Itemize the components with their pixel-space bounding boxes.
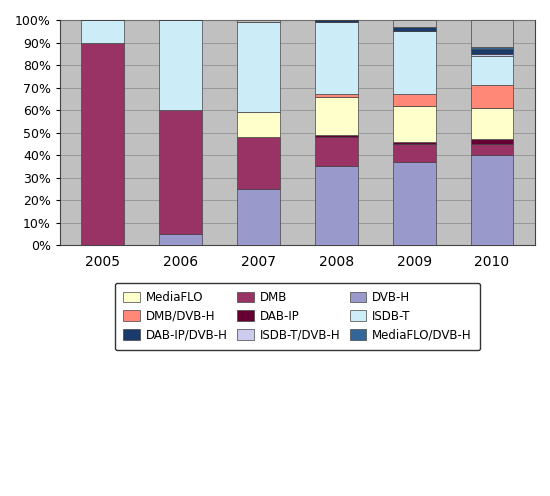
- Bar: [471, 108, 513, 139]
- Bar: [393, 20, 436, 27]
- Bar: [315, 94, 358, 97]
- Bar: [471, 20, 513, 47]
- Bar: [393, 31, 436, 94]
- Bar: [393, 162, 436, 245]
- Bar: [315, 135, 358, 137]
- Bar: [471, 144, 513, 155]
- Bar: [160, 234, 202, 245]
- Bar: [315, 97, 358, 135]
- Bar: [471, 49, 513, 54]
- Bar: [160, 20, 202, 110]
- Legend: MediaFLO, DMB/DVB-H, DAB-IP/DVB-H, DMB, DAB-IP, ISDB-T/DVB-H, DVB-H, ISDB-T, Med: MediaFLO, DMB/DVB-H, DAB-IP/DVB-H, DMB, …: [115, 283, 480, 350]
- Bar: [471, 56, 513, 85]
- Bar: [471, 155, 513, 245]
- Bar: [471, 139, 513, 144]
- Bar: [471, 54, 513, 56]
- Bar: [393, 141, 436, 144]
- Bar: [393, 27, 436, 31]
- Bar: [237, 112, 280, 137]
- Bar: [315, 137, 358, 166]
- Bar: [315, 22, 358, 94]
- Bar: [393, 144, 436, 162]
- Bar: [81, 20, 124, 43]
- Bar: [471, 47, 513, 49]
- Bar: [237, 22, 280, 112]
- Bar: [237, 20, 280, 22]
- Bar: [160, 110, 202, 234]
- Bar: [315, 20, 358, 22]
- Bar: [81, 43, 124, 245]
- Bar: [393, 106, 436, 141]
- Bar: [237, 189, 280, 245]
- Bar: [315, 166, 358, 245]
- Bar: [393, 94, 436, 106]
- Bar: [237, 137, 280, 189]
- Bar: [471, 85, 513, 108]
